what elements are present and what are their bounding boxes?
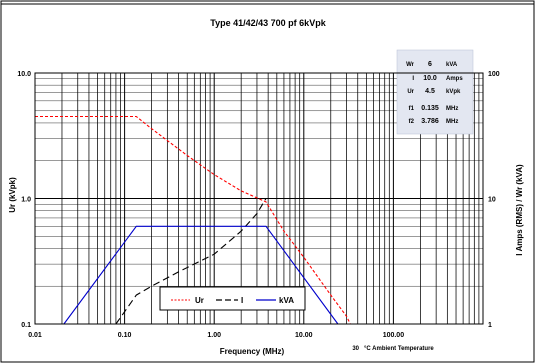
y-right-tick-label: 1 [488,322,492,329]
info-row-unit: Amps [446,76,463,82]
legend-label-ur: Ur [195,296,204,305]
x-tick-label: 0.10 [118,332,132,339]
series-line-ur [35,115,351,325]
legend: Ur I kVA [159,286,306,311]
y-left-tick-label: 10.0 [17,71,31,78]
y-right-tick-label: 100 [488,71,500,78]
info-row-unit: kVA [446,62,458,68]
y-axis-right-label: I Amps (RMS) / Wr (kVA) [515,164,524,256]
y-right-tick-label: 10 [488,197,496,204]
info-row-label: Wr [406,62,415,68]
info-row-value: 4.5 [425,88,435,95]
series-line-kva [63,225,339,325]
series-layer [35,115,394,325]
legend-label-kva: kVA [279,296,294,305]
x-tick-label: 100.00 [383,332,405,339]
chart-title: Type 41/42/43 700 pf 6kVpk [210,18,326,28]
y-left-tick-label: 0.1 [21,322,31,329]
plot-area-frame [34,72,484,325]
info-row-label: f2 [409,119,415,125]
x-axis-label: Frequency (MHz) [220,347,285,356]
info-row-value: 3.786 [421,118,439,125]
info-row-unit: MHz [446,119,458,125]
x-tick-label: 0.01 [28,332,42,339]
info-row-label: Ur [407,89,414,95]
info-box-bg [396,49,474,135]
info-box: Wr 6 kVA I 10.0 Amps Ur 4.5 kVpk f1 0.135 MHz f2 3.78… [396,49,474,135]
tick-labels: 0.01 0.10 1.00 10.00 100.00 0.1 1.0 10.0 1 10 100 [17,71,499,339]
legend-box [159,286,306,311]
info-row-value: 6 [428,61,432,68]
info-row-value: 10.0 [423,75,437,82]
info-row-value: 0.135 [421,105,439,112]
info-row-label: f1 [409,106,415,112]
legend-label-i: I [241,296,243,305]
x-tick-label: 10.00 [295,332,313,339]
y-left-tick-label: 1.0 [21,197,31,204]
ambient-temperature: 30 °C Ambient Temperature [352,346,434,352]
x-tick-label: 1.00 [207,332,221,339]
info-row-unit: kVpk [446,89,461,95]
ambient-temp-label: °C Ambient Temperature [364,346,434,352]
info-row-label: I [412,76,414,82]
info-row-unit: MHz [446,106,458,112]
ambient-temp-value: 30 [352,346,359,352]
series-line-i [115,197,394,325]
info-rows: Wr 6 kVA I 10.0 Amps Ur 4.5 kVpk f1 0.135 MHz f2 3.78… [406,61,463,125]
y-axis-left-label: Ur (kVpk) [8,177,17,213]
